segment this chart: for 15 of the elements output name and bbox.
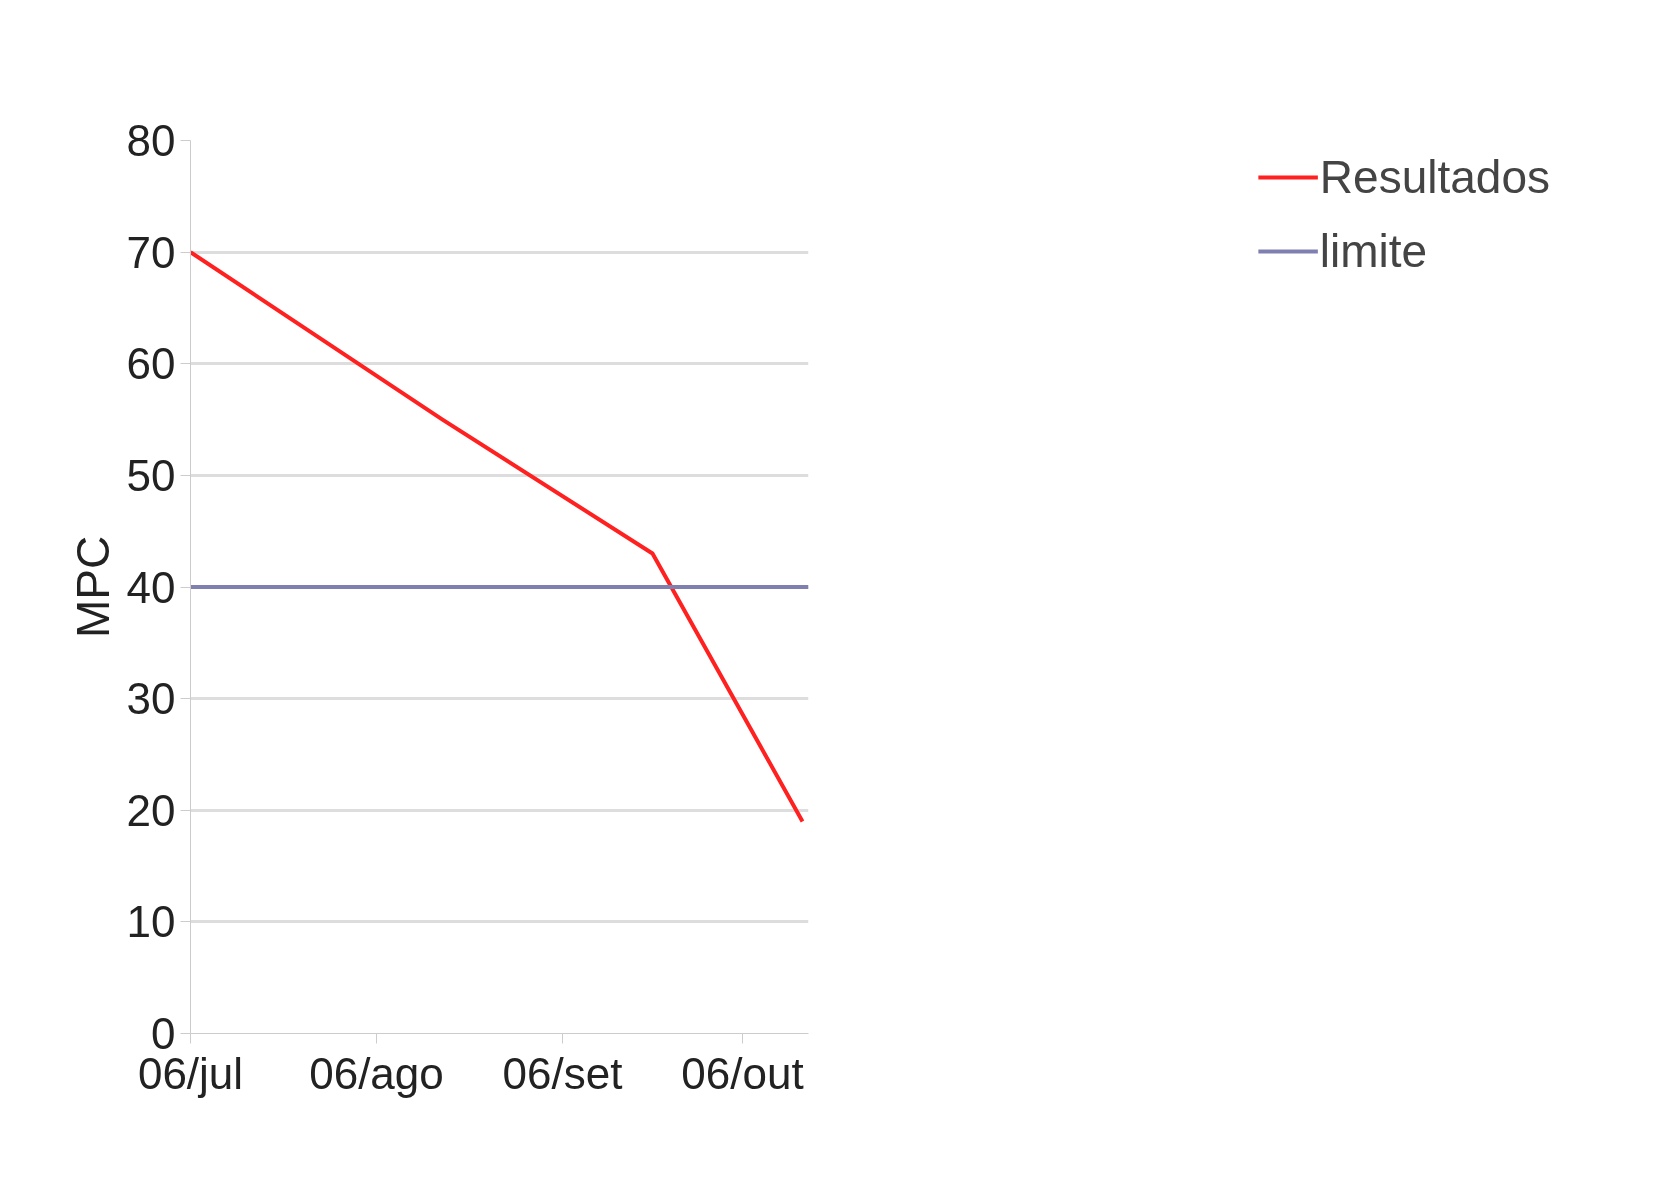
y-tick-label: 70 [126,227,176,277]
y-tick-label: 20 [126,785,176,835]
x-tick-label: 06/ago [309,1048,444,1098]
x-tick-label: 06/out [681,1048,804,1098]
y-tick-label: 30 [126,674,176,724]
y-tick-label: 80 [126,116,176,165]
y-tick-label: 10 [126,897,176,947]
legend-label: limite [1319,224,1428,278]
y-tick-label: 50 [126,450,176,500]
y-tick-label: 60 [126,339,176,389]
y-tick-label: 40 [126,562,176,612]
line-series [190,250,805,824]
x-tick-label: 06/set [502,1048,623,1098]
legend-label: Resultados [1319,150,1550,204]
y-axis-title: MPC [66,535,119,639]
